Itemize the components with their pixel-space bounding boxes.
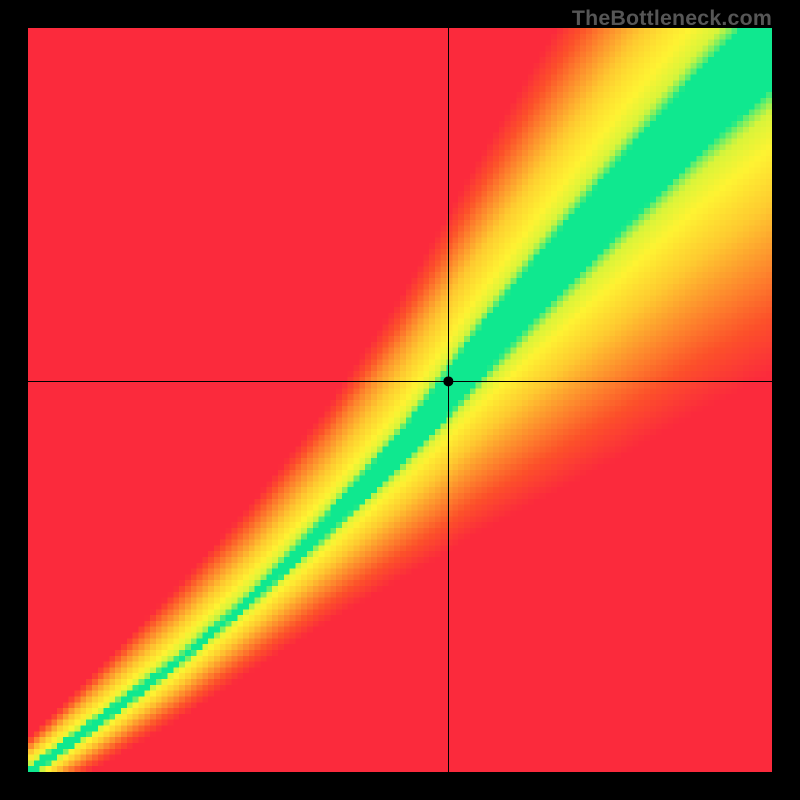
crosshair-overlay [28,28,772,772]
chart-root: { "watermark": { "text": "TheBottleneck.… [0,0,800,800]
